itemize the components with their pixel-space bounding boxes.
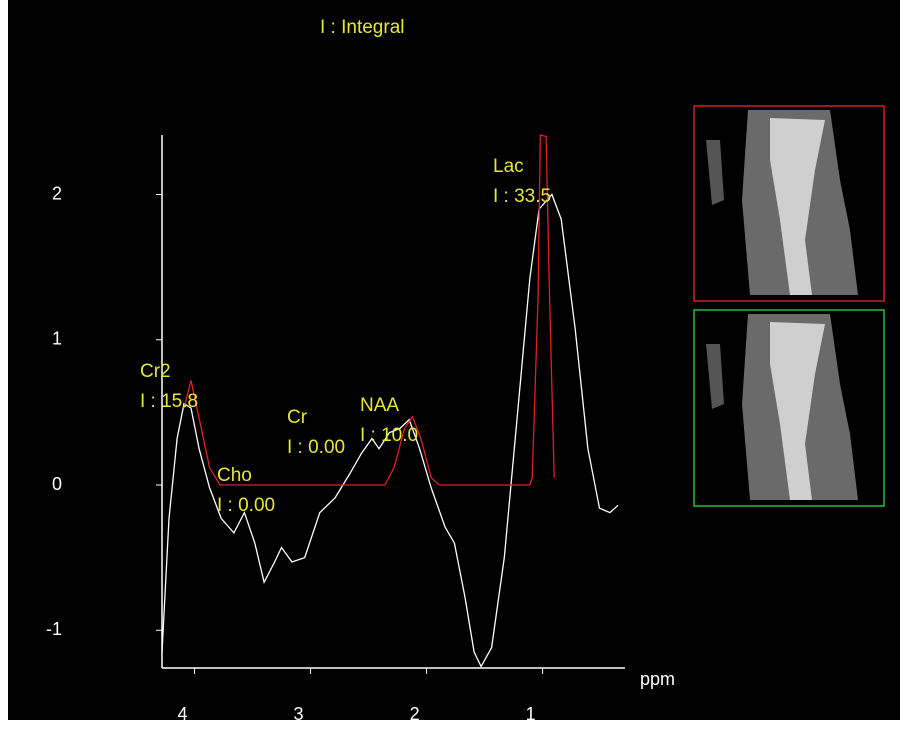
peak-integral: I : 33.5	[493, 186, 551, 207]
peak-label: Lac	[493, 156, 524, 177]
y-tick-label: 0	[52, 474, 62, 494]
y-tick-label: -1	[46, 619, 62, 639]
spectrum-line	[183, 134, 555, 486]
spectrum-line	[161, 193, 619, 668]
peak-label: NAA	[360, 395, 399, 416]
peak-integral: I : 0.00	[217, 495, 275, 516]
peak-label: Cho	[217, 465, 252, 486]
peak-integral: I : 15.8	[140, 391, 198, 412]
x-tick-label: 4	[177, 704, 187, 724]
x-axis-label: ppm	[640, 669, 675, 689]
y-tick-label: 2	[52, 183, 62, 203]
x-tick-label: 2	[410, 704, 420, 724]
mri-image	[706, 140, 724, 205]
chart-title: I : Integral	[320, 17, 405, 38]
peak-integral: I : 0.00	[287, 437, 345, 458]
y-tick-label: 1	[52, 329, 62, 349]
mri-image	[770, 322, 825, 500]
peak-label: Cr2	[140, 361, 171, 382]
peak-integral: I : 10.0	[360, 425, 418, 446]
x-tick-label: 1	[526, 704, 536, 724]
mri-image	[706, 344, 724, 409]
x-tick-label: 3	[294, 704, 304, 724]
mri-image	[770, 118, 825, 295]
thumbnail-sagittal-2	[693, 309, 885, 507]
thumbnail-sagittal-1	[693, 105, 885, 302]
peak-label: Cr	[287, 407, 308, 428]
